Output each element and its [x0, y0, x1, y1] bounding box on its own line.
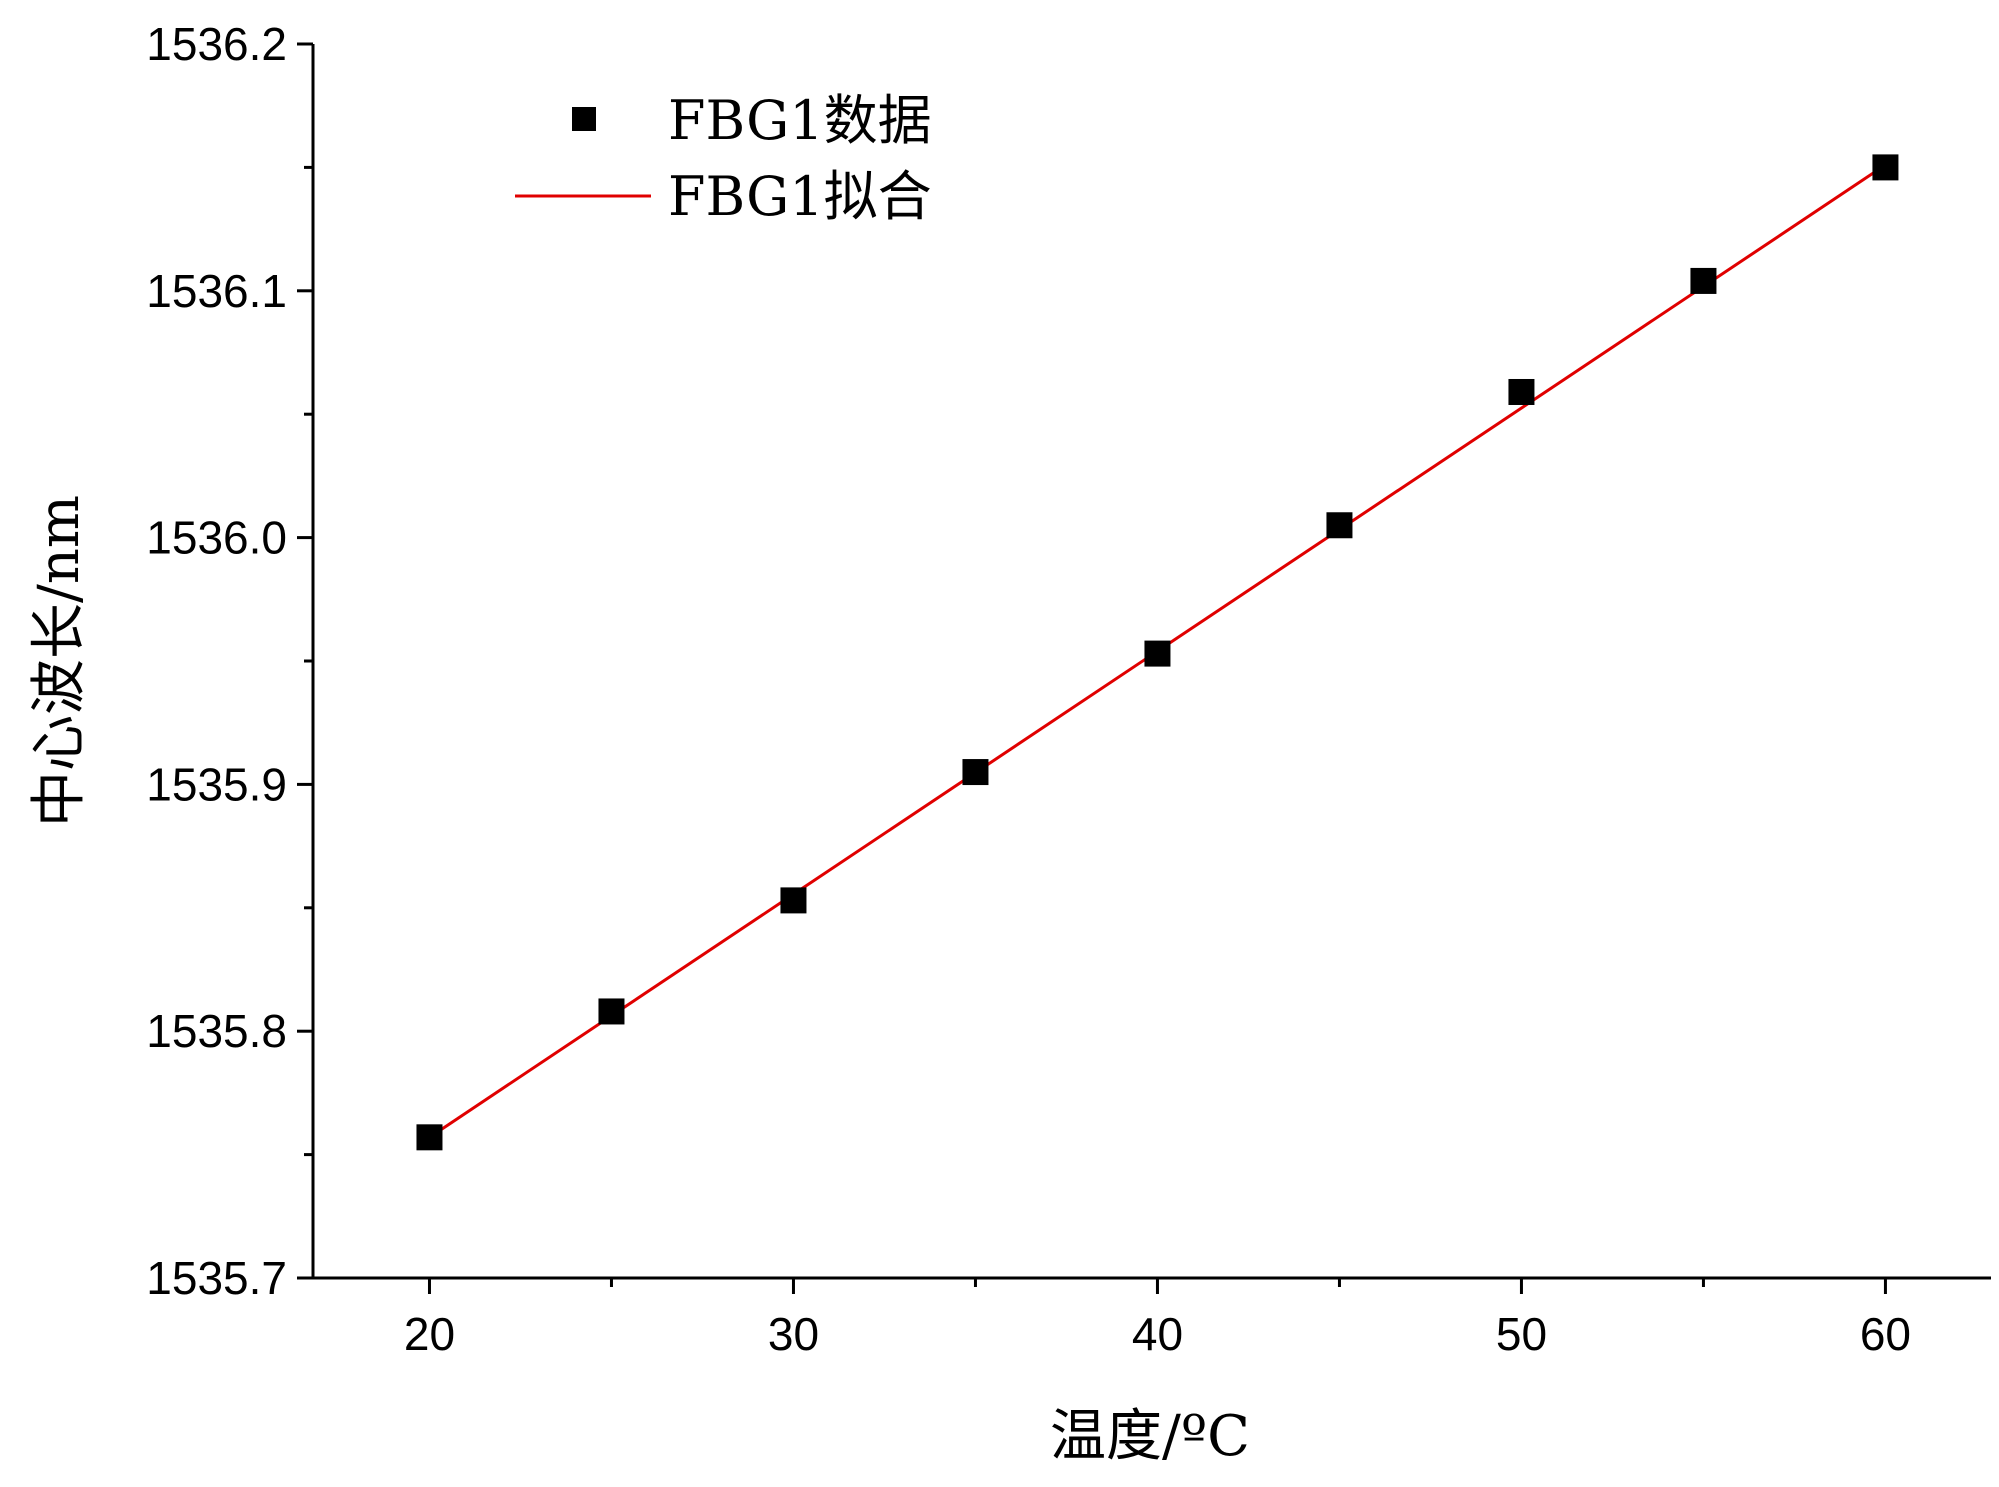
y-axis-title: 中心波长/nm	[27, 495, 92, 827]
data-point	[1144, 640, 1171, 667]
legend: FBG1数据 FBG1拟合	[515, 89, 932, 228]
data-point	[1872, 154, 1899, 181]
data-point	[962, 759, 989, 786]
x-tick-label: 20	[404, 1308, 455, 1360]
y-tick-label: 1535.7	[146, 1252, 287, 1304]
data-point	[1508, 378, 1535, 405]
y-tick-label: 1535.8	[146, 1005, 287, 1057]
x-tick-label: 50	[1496, 1308, 1547, 1360]
x-tick-label: 30	[768, 1308, 819, 1360]
y-tick-label: 1536.2	[146, 18, 287, 70]
legend-label-data: FBG1数据	[668, 89, 932, 152]
x-tick-label: 40	[1132, 1308, 1183, 1360]
y-tick-label: 1536.1	[146, 265, 287, 317]
x-tick-label: 60	[1860, 1308, 1911, 1360]
legend-label-fit: FBG1拟合	[668, 165, 932, 228]
data-point	[780, 887, 807, 914]
series-layer	[416, 154, 1899, 1151]
legend-marker-data	[572, 107, 596, 131]
data-point	[416, 1124, 443, 1151]
x-axis-title: 温度/ºC	[1050, 1404, 1250, 1469]
ticks: 1535.7 1535.8 1535.9 1536.0 1536.1 1536.2 20 30…	[146, 18, 1911, 1360]
data-point	[598, 998, 625, 1025]
y-tick-label: 1536.0	[146, 512, 287, 564]
data-point	[1690, 267, 1717, 294]
data-point	[1326, 512, 1353, 539]
y-tick-label: 1535.9	[146, 758, 287, 810]
